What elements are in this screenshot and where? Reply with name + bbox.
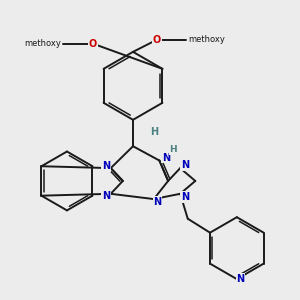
Text: N: N bbox=[102, 191, 110, 201]
Text: N: N bbox=[181, 160, 189, 170]
Text: N: N bbox=[162, 152, 170, 163]
Text: N: N bbox=[154, 197, 162, 207]
Text: H: H bbox=[150, 127, 158, 137]
Text: H: H bbox=[169, 146, 177, 154]
Text: N: N bbox=[236, 274, 245, 284]
Text: N: N bbox=[181, 192, 189, 202]
Text: methoxy: methoxy bbox=[24, 39, 61, 48]
Text: O: O bbox=[153, 35, 161, 45]
Text: methoxy: methoxy bbox=[188, 35, 225, 44]
Text: N: N bbox=[102, 161, 110, 171]
Text: O: O bbox=[88, 38, 97, 49]
